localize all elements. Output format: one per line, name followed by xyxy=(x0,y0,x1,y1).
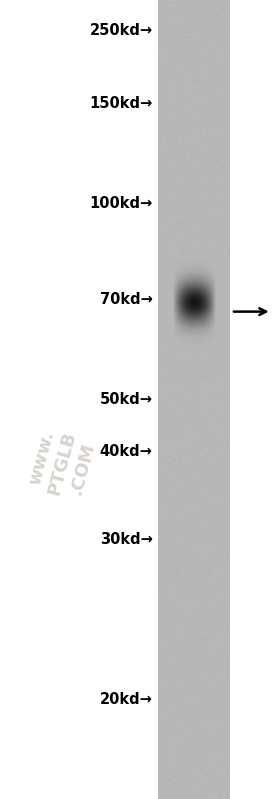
Text: 150kd→: 150kd→ xyxy=(89,97,153,111)
Text: 20kd→: 20kd→ xyxy=(100,692,153,706)
Text: 70kd→: 70kd→ xyxy=(100,292,153,307)
Text: www.
PTGLB
.COM: www. PTGLB .COM xyxy=(24,424,99,503)
Text: 50kd→: 50kd→ xyxy=(100,392,153,407)
Text: 250kd→: 250kd→ xyxy=(90,23,153,38)
Text: 30kd→: 30kd→ xyxy=(100,532,153,547)
Text: 40kd→: 40kd→ xyxy=(100,444,153,459)
Text: 100kd→: 100kd→ xyxy=(89,197,153,211)
